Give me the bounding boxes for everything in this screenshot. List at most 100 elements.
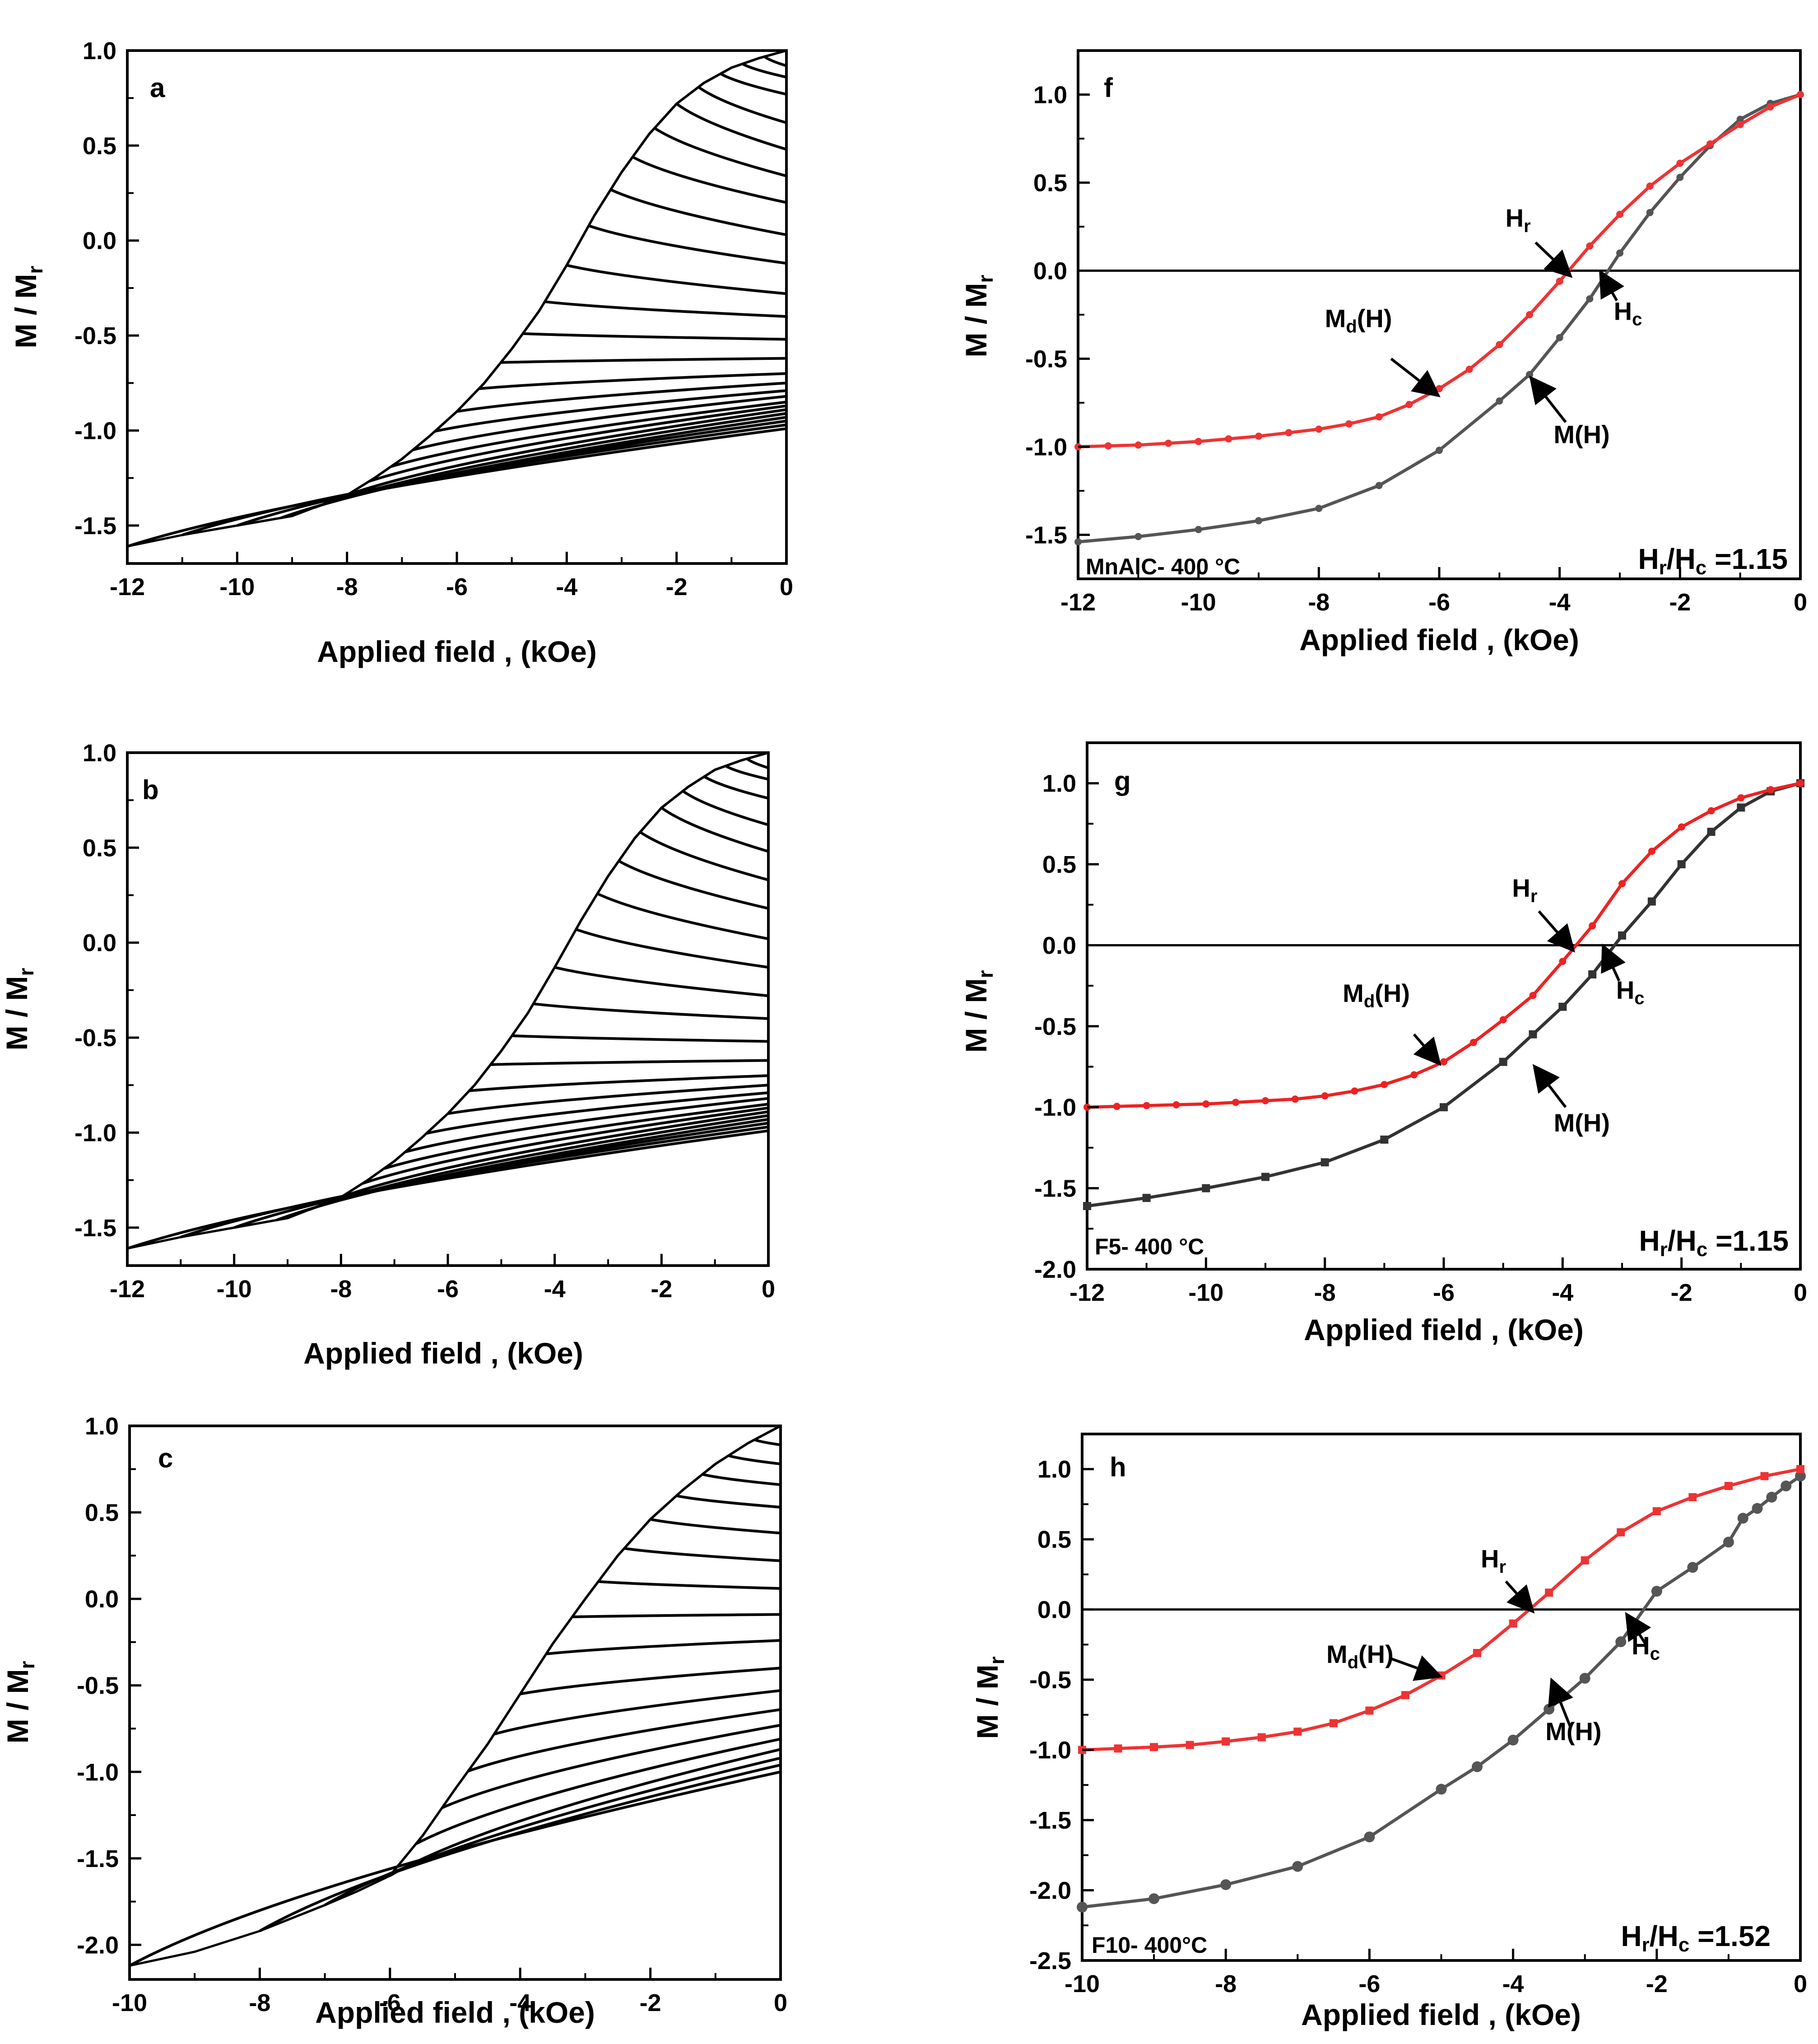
y-tick-label: -0.5 — [1034, 1013, 1076, 1040]
y-tick-label: 0.0 — [85, 1586, 119, 1613]
y-tick-label: -0.5 — [74, 322, 116, 349]
y-tick-label: 0.0 — [83, 930, 116, 957]
y-tick-label: 0.0 — [1033, 258, 1067, 285]
y-tick-label: 0.5 — [1042, 851, 1076, 878]
data-point — [1345, 420, 1353, 428]
x-tick-label: -12 — [110, 573, 145, 601]
sample-label: F10- 400°C — [1092, 1932, 1207, 1958]
ratio-s2: c — [1679, 1934, 1689, 1956]
annotation-tail: (H) — [1375, 979, 1410, 1007]
data-point — [1616, 249, 1623, 257]
data-point — [1581, 1556, 1589, 1564]
x-tick-label: -6 — [1433, 1279, 1455, 1306]
recoil-curve — [598, 1580, 781, 1590]
annotation-sub: c — [1650, 1644, 1660, 1664]
data-point — [1544, 1704, 1555, 1715]
data-point — [1135, 533, 1142, 540]
recoil-curve — [127, 1129, 769, 1250]
x-tick-label: -10 — [1065, 1970, 1100, 1997]
data-point — [1556, 334, 1563, 341]
data-point — [1285, 429, 1293, 437]
data-point — [1646, 209, 1654, 216]
x-tick-label: -8 — [1308, 589, 1330, 616]
recoil-curve — [340, 1110, 769, 1199]
x-tick-label: -10 — [217, 1276, 252, 1303]
panel-label: h — [1110, 1452, 1126, 1482]
sample-label: MnAlC- 400 °C — [1086, 554, 1240, 579]
panel-a: -12 -10 -8 -6 -4 -2 0 -1.5-1.0-0.50.00.51.0 a … — [9, 37, 793, 668]
data-point — [1436, 1783, 1447, 1795]
y-tick-label: 0.0 — [83, 228, 116, 255]
recoil-curve — [588, 224, 787, 265]
data-point — [1736, 116, 1744, 123]
data-point — [1724, 1482, 1733, 1490]
y-axis-title: M / Mr — [9, 265, 47, 348]
major-curve — [182, 49, 787, 536]
chart-marks — [1077, 1465, 1806, 1913]
y-tick-label: 1.0 — [83, 37, 116, 65]
data-point — [1364, 1831, 1375, 1843]
data-point — [1329, 1719, 1338, 1727]
recoil-curve — [501, 357, 787, 364]
data-point — [1083, 1202, 1091, 1211]
data-point — [1586, 295, 1594, 303]
panel-h: -10 -8 -6 -4 -2 0 -2.5 -2.0 -1.5 -1.0 -0.5 0.0 0.5 1… — [971, 1433, 1807, 2031]
x-tick-label: -6 — [1428, 589, 1450, 616]
major-curve — [259, 1425, 781, 1932]
recoil-curve — [728, 1454, 781, 1466]
major-curve — [532, 751, 769, 1005]
recoil-curve — [610, 188, 787, 237]
annotation-arrow — [1390, 1655, 1443, 1681]
annotation-main: H — [1614, 297, 1632, 326]
y-tick-label: 0.5 — [85, 1499, 119, 1527]
y-tick-label: 1.0 — [1042, 770, 1076, 797]
data-point — [1559, 958, 1567, 965]
x-tick-label: 0 — [762, 1276, 775, 1303]
x-axis-title: Applied field , (kOe) — [1299, 623, 1579, 657]
data-point — [1375, 413, 1383, 421]
data-point — [1499, 1016, 1507, 1024]
data-point — [1526, 371, 1533, 378]
y-tick-label: 1.0 — [1037, 1456, 1071, 1483]
data-point — [1172, 1101, 1180, 1108]
data-point — [1220, 1879, 1232, 1890]
major-curve — [412, 49, 787, 451]
y-axis-title-sub: r — [985, 1656, 1009, 1664]
data-point — [1380, 1135, 1389, 1144]
recoil-curve — [405, 1097, 769, 1154]
recoil-curve — [259, 1763, 781, 1932]
recoil-curve — [456, 382, 787, 413]
y-tick-label: -1.5 — [1029, 1807, 1071, 1834]
annotation-label: Hc — [1614, 297, 1642, 330]
annotation-label: Hr — [1506, 204, 1531, 236]
data-point — [1676, 173, 1684, 181]
data-point — [1381, 1081, 1388, 1089]
annotation-label: Hr — [1512, 874, 1537, 906]
major-curve — [566, 49, 787, 266]
major-curve — [129, 1425, 781, 1967]
annotation-arrow — [1538, 910, 1575, 953]
y-axis-title-sub: r — [23, 265, 47, 274]
x-tick-label: -2 — [651, 1276, 672, 1303]
x-tick-label: -6 — [446, 573, 468, 601]
annotation-label: M(H) — [1545, 1717, 1601, 1746]
data-point — [1767, 103, 1774, 111]
annotation-label: Md(H) — [1343, 979, 1410, 1011]
ratio-h2: /H — [1668, 1225, 1697, 1257]
recoil-curve — [702, 1473, 781, 1486]
data-point — [1687, 1562, 1698, 1573]
y-tick-label: -1.0 — [1034, 1094, 1076, 1121]
y-tick-label: -1.5 — [74, 512, 116, 540]
recoil-curve — [544, 300, 787, 318]
data-point — [1465, 365, 1473, 373]
data-point — [1150, 1743, 1158, 1751]
ratio-value: =1.52 — [1689, 1920, 1771, 1952]
y-tick-label: -1.5 — [1025, 522, 1067, 549]
x-tick-label: -4 — [544, 1276, 566, 1303]
ratio-value: =1.15 — [1706, 543, 1788, 575]
y-axis-title-main: M / M — [0, 976, 33, 1050]
data-point — [1437, 1671, 1446, 1680]
data-point — [1646, 182, 1654, 190]
ratio-value: =1.15 — [1707, 1225, 1789, 1257]
recoil-curve — [415, 1737, 781, 1845]
